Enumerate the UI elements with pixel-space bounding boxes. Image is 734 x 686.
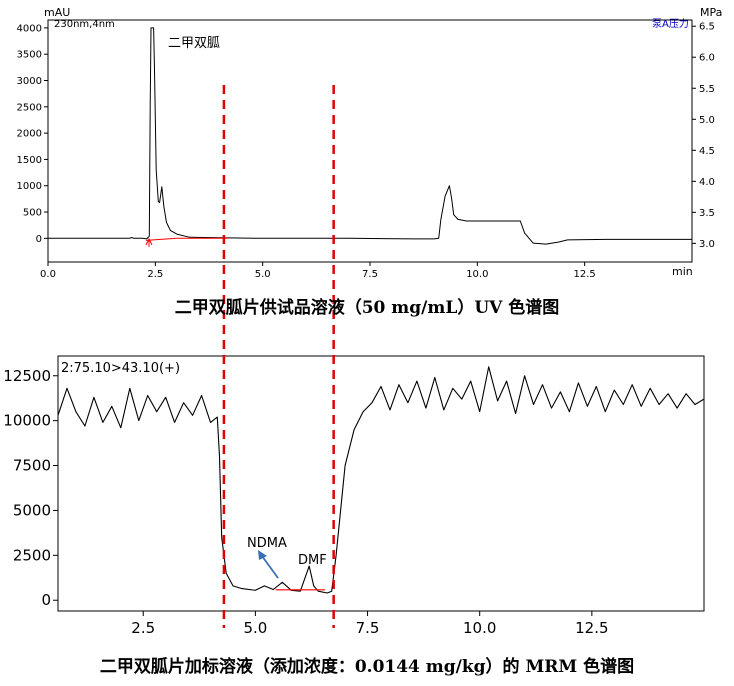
- mrm-chromatogram: 2:75.10>43.10(+) 2.5 5.0 7.5 10.0 12.5 0 2500…: [3, 355, 705, 637]
- ndma-arrowhead-icon: [258, 550, 267, 560]
- mrm-x-tick-label: 12.5: [575, 619, 608, 637]
- uv-x-axis-label: min: [672, 265, 693, 278]
- uv-y2-axis-label: MPa: [700, 6, 722, 19]
- mrm-y-ticks: 0 2500 5000 7500 10000 12500: [3, 367, 58, 609]
- uv-y-tick-label: 1500: [17, 155, 42, 166]
- retention-window-lines: [222, 85, 335, 628]
- uv-y-axis-label: mAU: [44, 6, 70, 19]
- mrm-y-tick-label: 10000: [3, 412, 51, 430]
- uv-y-tick-label: 3000: [17, 76, 42, 87]
- uv-chromatogram: mAU MPa 230nm,4nm 泵A压力 二甲双胍 min 0.0 2.5 5.…: [17, 6, 723, 280]
- uv-y-ticks: 0 500 1000 1500 2000 2500 3000 3500 4000: [17, 23, 48, 245]
- uv-x-tick-label: 10.0: [466, 269, 488, 280]
- mrm-trace-label: 2:75.10>43.10(+): [61, 361, 180, 376]
- mrm-x-tick-label: 2.5: [131, 619, 155, 637]
- uv-y-tick-label: 4000: [17, 23, 42, 34]
- uv-x-tick-label: 2.5: [147, 269, 163, 280]
- uv-y2-tick-label: 5.5: [699, 84, 715, 95]
- uv-y-tick-label: 3500: [17, 50, 42, 61]
- uv-chart-caption: 二甲双胍片供试品溶液（50 mg/mL）UV 色谱图: [174, 298, 560, 318]
- uv-x-tick-label: 12.5: [574, 269, 596, 280]
- ndma-arrow-icon: [261, 555, 279, 579]
- uv-series: [48, 27, 692, 245]
- uv-plot-frame: [47, 19, 693, 263]
- mrm-y-tick-label: 7500: [13, 457, 51, 475]
- uv-x-tick-label: 0.0: [40, 269, 56, 280]
- mrm-series-mrm: [57, 366, 705, 594]
- uv-y2-tick-label: 4.5: [699, 146, 715, 157]
- uv-y-tick-label: 1000: [17, 181, 42, 192]
- mrm-chart-caption: 二甲双胍片加标溶液（添加浓度：0.0144 mg/kg）的 MRM 色谱图: [99, 657, 635, 677]
- uv-x-ticks: 0.0 2.5 5.0 7.5 10.0 12.5: [40, 262, 596, 280]
- mrm-x-tick-label: 10.0: [463, 619, 496, 637]
- uv-y-tick-label: 0: [36, 234, 42, 245]
- mrm-y-tick-label: 2500: [13, 546, 51, 564]
- mrm-y-tick-label: 12500: [3, 367, 51, 385]
- uv-y-tick-label: 2000: [17, 129, 42, 140]
- uv-y2-ticks: 3.0 3.5 4.0 4.5 5.0 5.5 6.0 6.5: [692, 22, 715, 250]
- uv-y2-tick-label: 3.5: [699, 208, 715, 219]
- uv-y2-tick-label: 4.0: [699, 177, 715, 188]
- uv-y2-tick-label: 5.0: [699, 115, 715, 126]
- uv-trace-label: 230nm,4nm: [54, 19, 115, 30]
- mrm-annotation-ndma: NDMA: [247, 536, 287, 551]
- mrm-annotation-dmf: DMF: [298, 553, 327, 568]
- mrm-y-tick-label: 0: [41, 591, 51, 609]
- uv-peak-label: 二甲双胍: [168, 36, 220, 51]
- uv-y-tick-label: 2500: [17, 102, 42, 113]
- mrm-x-ticks: 2.5 5.0 7.5 10.0 12.5: [131, 611, 609, 637]
- uv-y2-tick-label: 6.5: [699, 22, 715, 33]
- mrm-x-tick-label: 7.5: [356, 619, 380, 637]
- uv-series-absorbance: [48, 27, 692, 245]
- uv-peak-start-marker: [145, 237, 153, 247]
- uv-y2-tick-label: 6.0: [699, 53, 715, 64]
- mrm-y-tick-label: 5000: [13, 501, 51, 519]
- uv-pressure-label: 泵A压力: [652, 17, 689, 30]
- uv-x-tick-label: 5.0: [255, 269, 271, 280]
- mrm-x-tick-label: 5.0: [243, 619, 267, 637]
- uv-y-tick-label: 500: [23, 208, 42, 219]
- uv-y2-tick-label: 3.0: [699, 239, 715, 250]
- mrm-plot-frame: [57, 355, 705, 612]
- uv-series-integration-baseline: [145, 237, 229, 241]
- uv-x-tick-label: 7.5: [362, 269, 378, 280]
- mrm-series: [57, 366, 705, 594]
